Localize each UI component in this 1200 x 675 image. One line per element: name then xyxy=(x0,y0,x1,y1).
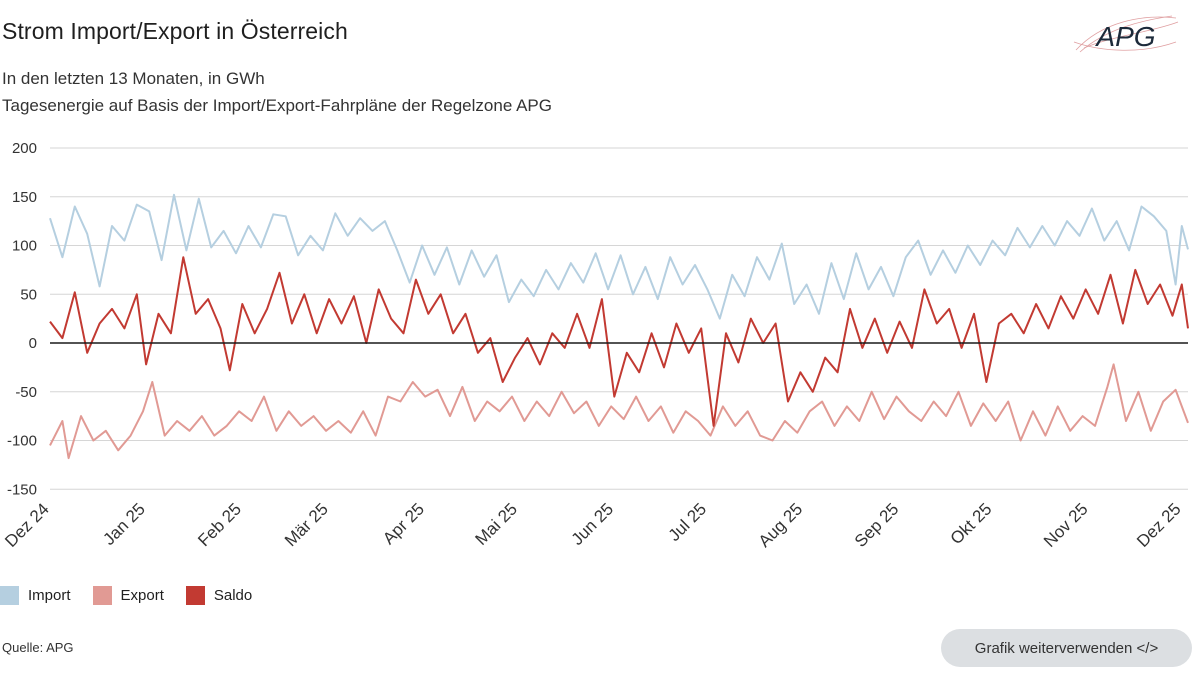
y-tick-label: 100 xyxy=(12,238,37,255)
chart-subtitle-units: In den letzten 13 Monaten, in GWh xyxy=(2,69,265,88)
chart-legend: Import Export Saldo xyxy=(0,586,274,605)
x-tick-label: Sep 25 xyxy=(851,499,903,551)
x-tick-label: Mär 25 xyxy=(281,499,332,550)
y-tick-label: 0 xyxy=(29,335,37,352)
reuse-graphic-button[interactable]: Grafik weiterverwenden </> xyxy=(941,629,1192,667)
series-lines xyxy=(49,193,1189,460)
x-tick-label: Nov 25 xyxy=(1040,499,1092,551)
x-tick-label: Feb 25 xyxy=(194,499,245,550)
legend-item-saldo[interactable]: Saldo xyxy=(185,586,253,605)
chart-subtitle-description: Tagesenergie auf Basis der Import/Export… xyxy=(2,96,552,115)
series-line-export xyxy=(49,363,1189,460)
x-tick-label: Okt 25 xyxy=(947,499,996,548)
y-tick-label: -100 xyxy=(7,433,37,450)
legend-item-export[interactable]: Export xyxy=(92,586,164,605)
legend-label-export: Export xyxy=(120,587,164,604)
y-tick-label: -50 xyxy=(15,384,37,401)
legend-swatch-import xyxy=(0,586,19,605)
line-chart: 200 150 100 50 0 -50 -100 -150 Dez 24 Jan 25 Feb … xyxy=(1,140,1189,551)
y-tick-label: 200 xyxy=(12,140,37,157)
apg-logo: APG xyxy=(1073,15,1179,53)
legend-item-import[interactable]: Import xyxy=(0,586,71,605)
series-line-saldo xyxy=(49,256,1189,427)
legend-swatch-export xyxy=(92,586,112,605)
logo-text: APG xyxy=(1094,21,1155,52)
x-axis-ticks: Dez 24 Jan 25 Feb 25 Mär 25 Apr 25 Mai 25 Jun … xyxy=(1,499,1184,551)
y-tick-label: 50 xyxy=(20,286,37,303)
series-line-import xyxy=(49,193,1189,320)
x-tick-label: Dez 25 xyxy=(1133,499,1185,551)
x-tick-label: Jan 25 xyxy=(99,499,149,549)
grid-lines xyxy=(50,147,1188,490)
source-note: Quelle: APG xyxy=(2,640,74,655)
x-tick-label: Aug 25 xyxy=(755,499,807,551)
x-tick-label: Dez 24 xyxy=(1,499,53,551)
y-axis-ticks: 200 150 100 50 0 -50 -100 -150 xyxy=(7,140,37,498)
chart-title: Strom Import/Export in Österreich xyxy=(2,18,348,44)
x-tick-label: Apr 25 xyxy=(379,499,428,548)
x-tick-label: Mai 25 xyxy=(472,499,522,549)
y-tick-label: 150 xyxy=(12,189,37,206)
legend-swatch-saldo xyxy=(185,586,205,605)
x-tick-label: Jun 25 xyxy=(568,499,618,549)
x-tick-label: Jul 25 xyxy=(665,499,711,545)
y-tick-label: -150 xyxy=(7,481,37,498)
legend-label-saldo: Saldo xyxy=(213,587,253,604)
legend-label-import: Import xyxy=(28,587,71,604)
